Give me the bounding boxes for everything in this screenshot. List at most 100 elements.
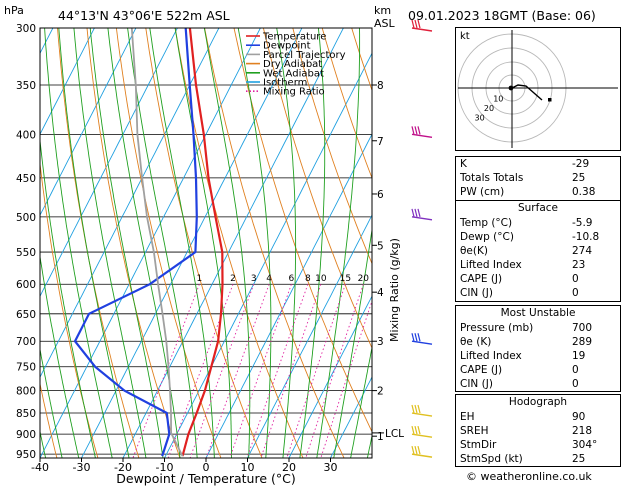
hodograph-params-title: Hodograph [456, 395, 620, 410]
most-unstable-title: Most Unstable [456, 306, 620, 321]
km-tick-label: 6 [377, 189, 384, 201]
unstable-key: CIN (J) [460, 377, 493, 391]
asl-label: ASL [374, 17, 396, 30]
wind-barb-flag [418, 333, 420, 341]
pressure-tick-label: 650 [16, 309, 36, 321]
surface-value: 23 [572, 258, 616, 272]
pressure-tick-label: 500 [16, 212, 36, 224]
storm-motion-marker [548, 98, 552, 102]
unstable-value: 0 [572, 363, 616, 377]
wind-barb-flag [412, 126, 414, 134]
km-tick-label: 5 [377, 240, 384, 252]
pressure-tick-label: 800 [16, 386, 36, 398]
wind-barb-staff [412, 434, 432, 437]
surface-value: 0 [572, 272, 616, 286]
mixing-ratio-line [247, 284, 308, 458]
surface-row: CAPE (J) 0 [456, 272, 620, 286]
wet-adiabat-line [45, 28, 113, 458]
km-tick-label: 3 [377, 336, 384, 348]
wind-barb-staff [412, 217, 432, 220]
unstable-key: Pressure (mb) [460, 321, 533, 335]
hodoparam-row: SREH 218 [456, 424, 620, 438]
unstable-value: 19 [572, 349, 616, 363]
wind-barb-flag [418, 446, 420, 454]
wind-barb-staff [412, 413, 432, 416]
km-tick-label: 2 [377, 386, 384, 398]
x-tick-label: 30 [324, 461, 338, 474]
unstable-row: CAPE (J)0 [456, 363, 620, 377]
wind-barb-flag [415, 405, 417, 413]
index-value: -29 [572, 157, 616, 171]
hodoparam-key: EH [460, 410, 475, 424]
pressure-tick-label: 300 [16, 23, 36, 35]
pressure-tick-label: 900 [16, 429, 36, 441]
isotherm-line [40, 28, 260, 458]
lcl-label: LCL [385, 428, 404, 440]
km-tick-label: 7 [377, 136, 384, 148]
hodoparam-value: 218 [572, 424, 616, 438]
hodoparam-key: SREH [460, 424, 489, 438]
hodoparam-row: StmSpd (kt)25 [456, 452, 620, 466]
surface-key: CAPE (J) [460, 272, 502, 286]
hodograph-ring-label: 10 [493, 95, 503, 104]
hodograph-ring-label: 30 [475, 113, 485, 122]
datetime-title: 09.01.2023 18GMT (Base: 06) [408, 8, 596, 23]
wet-adiabat-line [128, 28, 198, 458]
hodograph-ring-label: 20 [484, 104, 494, 113]
wind-barb-flag [415, 126, 417, 134]
surface-key: CIN (J) [460, 286, 493, 300]
pressure-tick-label: 700 [16, 336, 36, 348]
index-value: 25 [572, 171, 616, 185]
unstable-row: Pressure (mb) 700 [456, 321, 620, 335]
wind-barb-flag [415, 446, 417, 454]
index-row: K-29 [456, 157, 620, 171]
wind-barb-flag [412, 426, 414, 434]
mixing-ratio-label: 1 [197, 274, 203, 284]
mixing-ratio-label: 20 [358, 274, 370, 284]
x-axis-label: Dewpoint / Temperature (°C) [116, 471, 295, 486]
hodograph-unit-label: kt [460, 31, 470, 42]
mixing-ratio-label: 25 [372, 274, 383, 284]
surface-title: Surface [456, 201, 620, 216]
surface-key: Temp (°C) [460, 216, 512, 230]
wind-barb-staff [412, 454, 432, 457]
wind-barb-staff [412, 341, 432, 344]
unstable-key: θe (K) [460, 335, 491, 349]
wind-barb-flag [412, 405, 414, 413]
mixing-ratio-line [287, 284, 346, 458]
mixing-ratio-line [306, 284, 364, 458]
km-tick-label: 4 [377, 287, 384, 299]
mixing-ratio-label: 6 [289, 274, 295, 284]
unstable-value: 700 [572, 321, 616, 335]
mixing-ratio-label: 4 [266, 274, 272, 284]
wind-barb-staff [412, 134, 432, 137]
surface-key: θe(K) [460, 244, 488, 258]
wind-barb-flag [418, 126, 420, 134]
wind-barb-flag [412, 446, 414, 454]
hodoparam-value: 304° [572, 438, 616, 452]
wind-barb-flag [418, 405, 420, 413]
pressure-tick-label: 850 [16, 408, 36, 420]
dry-adiabat-line [28, 28, 98, 458]
wind-barb-flag [412, 209, 414, 217]
hodograph-origin-dot [509, 86, 514, 91]
surface-value: -10.8 [572, 230, 616, 244]
km-label: km [374, 4, 391, 17]
unstable-value: 289 [572, 335, 616, 349]
pressure-tick-label: 750 [16, 362, 36, 374]
surface-value: 0 [572, 286, 616, 300]
surface-row: Temp (°C)-5.9 [456, 216, 620, 230]
hpa-label: hPa [4, 4, 24, 17]
mixing-ratio-label: 10 [315, 274, 327, 284]
